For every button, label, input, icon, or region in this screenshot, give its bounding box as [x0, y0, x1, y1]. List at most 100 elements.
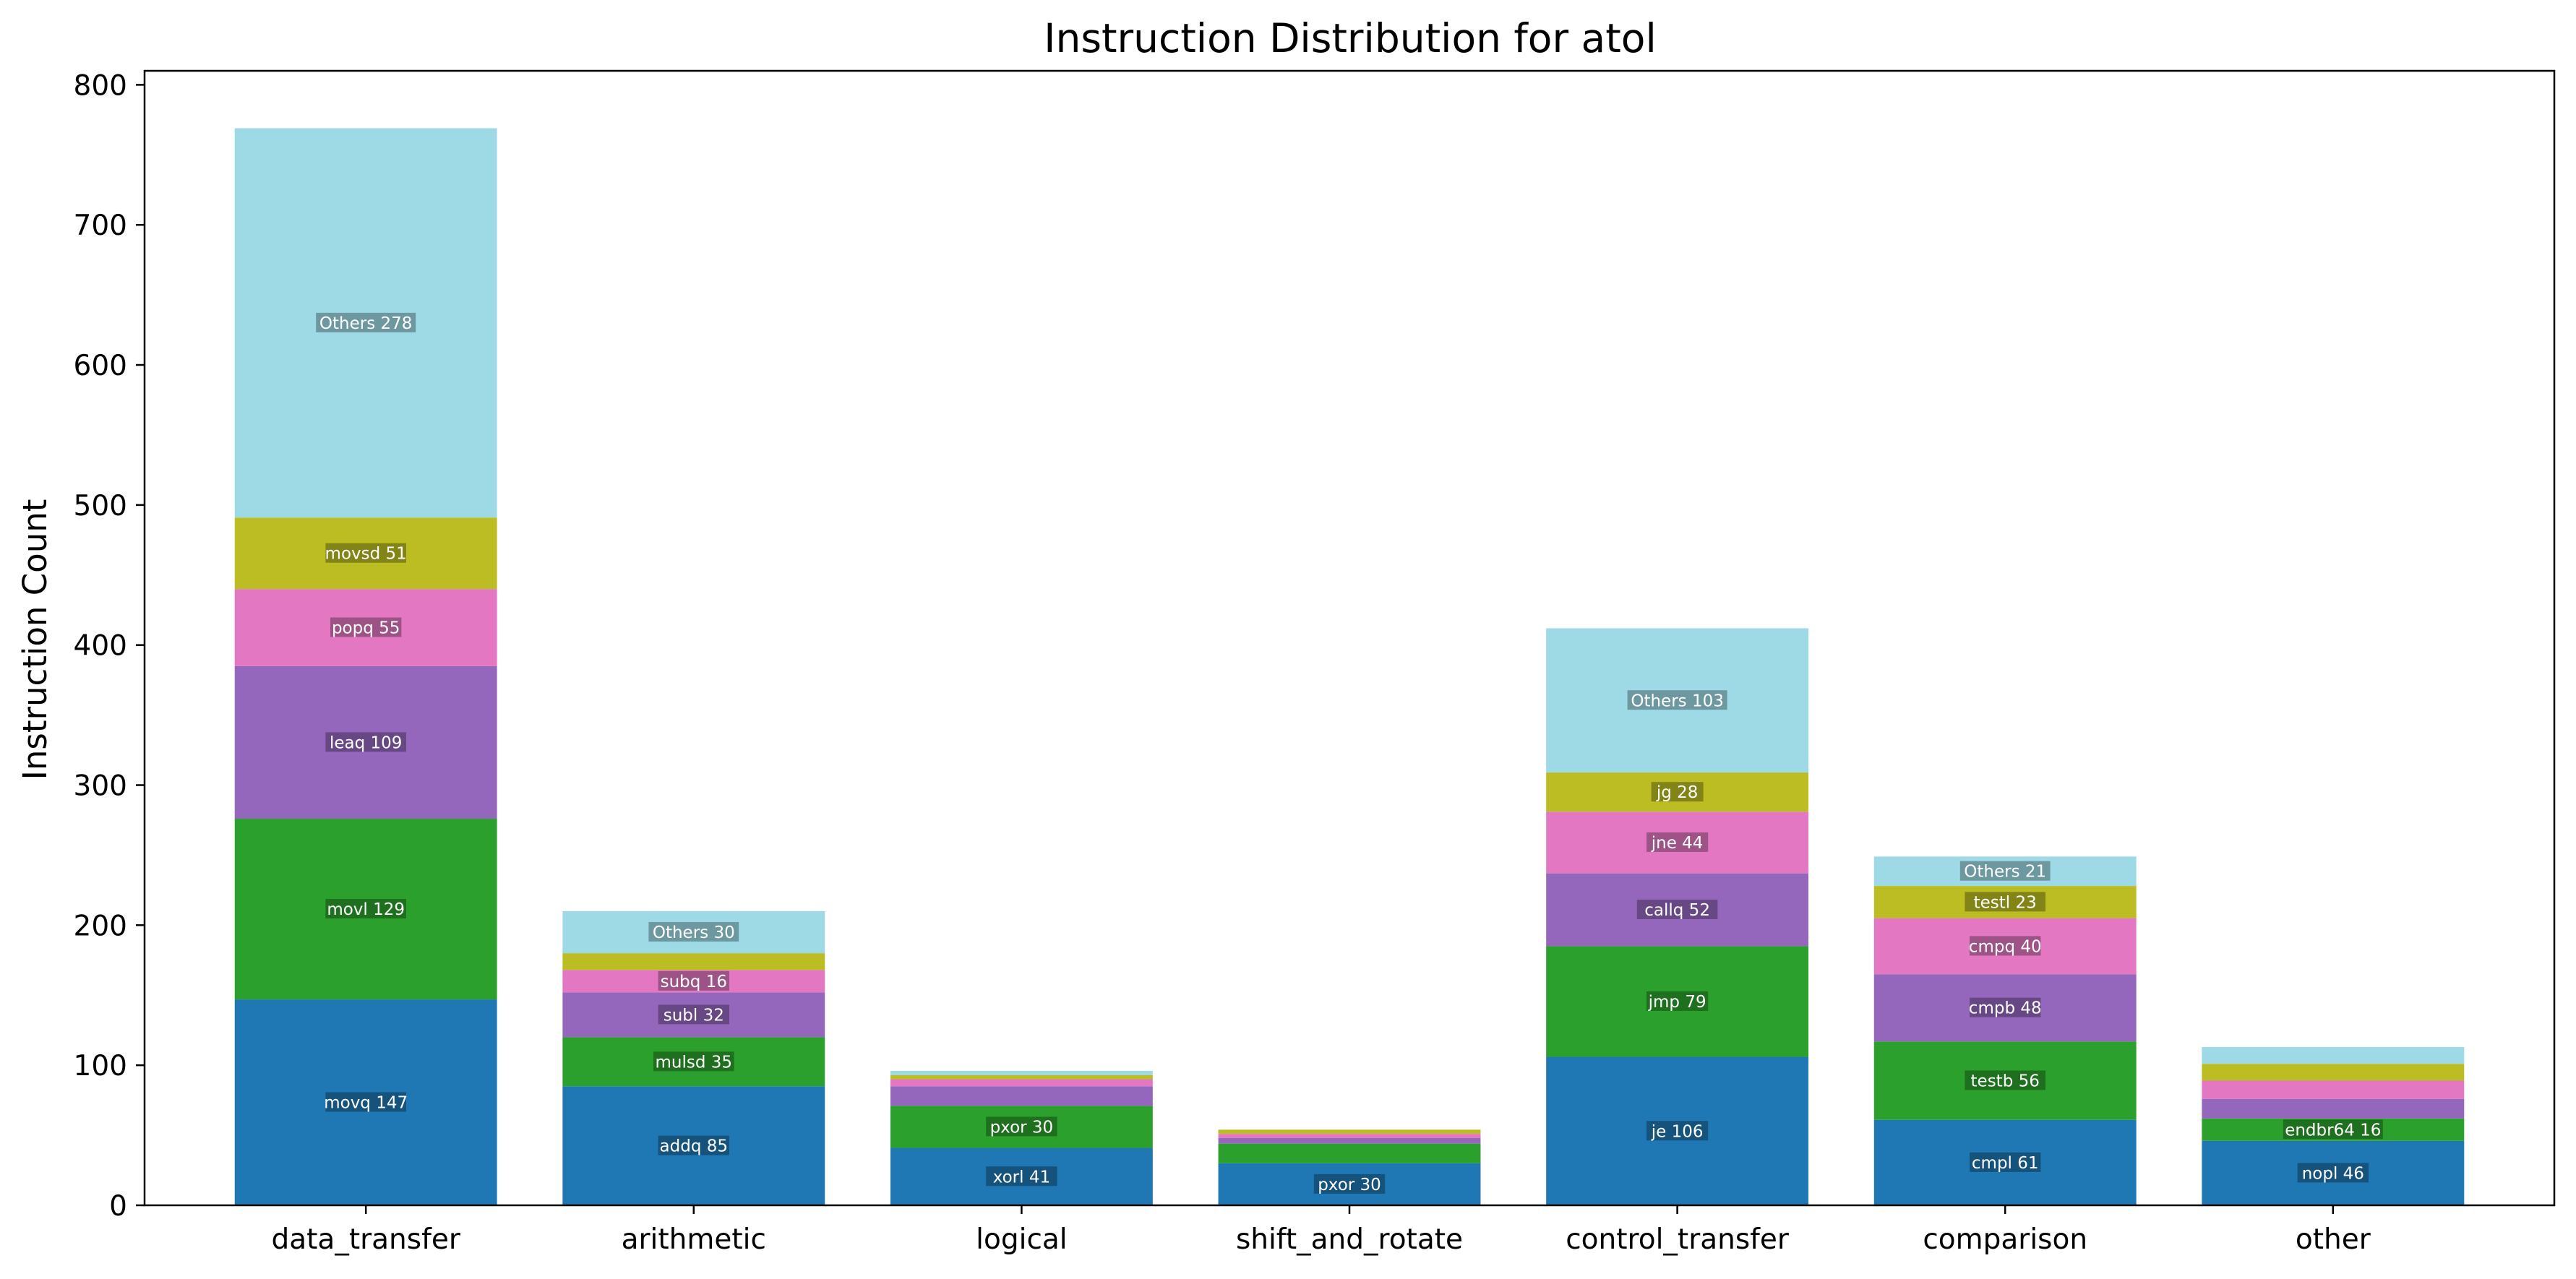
- bar-segment: [1546, 873, 1809, 947]
- segment-label: leaq 109: [330, 733, 402, 752]
- segment-label-background: [1970, 936, 2041, 956]
- segment-label-background: [653, 1051, 734, 1072]
- segment-label-background: [1647, 1121, 1709, 1141]
- segment-label: addq 85: [660, 1137, 728, 1156]
- segment-label: popq 55: [332, 619, 400, 637]
- segment-label-background: [325, 899, 406, 919]
- x-tick-label: data_transfer: [271, 1223, 460, 1256]
- bar-segment: [234, 999, 497, 1205]
- plot-frame: [143, 69, 2556, 1207]
- bar-segment: [890, 1086, 1153, 1106]
- y-tick-label: 400: [74, 630, 127, 663]
- segment-label-background: [1647, 991, 1709, 1011]
- segment-label-background: [330, 617, 402, 637]
- bar-segment: [1218, 1163, 1481, 1205]
- bar-segment: [1218, 1137, 1481, 1144]
- bar-segment: [2202, 1064, 2465, 1081]
- segment-label: testl 23: [1974, 893, 2037, 912]
- bar-segment: [562, 910, 825, 954]
- segment-label: nopl 46: [2302, 1164, 2364, 1183]
- segment-label-background: [658, 970, 729, 991]
- bar-segment: [1546, 628, 1809, 773]
- bar-segment: [890, 1147, 1153, 1205]
- bar-segment: [562, 992, 825, 1038]
- y-tick-label: 800: [74, 69, 127, 102]
- bar-segment: [2202, 1046, 2465, 1064]
- bar-segment: [234, 666, 497, 819]
- bar-segment: [1873, 1119, 2137, 1205]
- segment-label-background: [325, 1092, 406, 1112]
- y-tick-label: 0: [109, 1190, 127, 1223]
- segment-label: jg 28: [1656, 783, 1699, 802]
- bar-segment: [2202, 1098, 2465, 1119]
- bar-segment: [1546, 1056, 1809, 1205]
- segment-label: callq 52: [1644, 901, 1710, 920]
- y-axis-label: Instruction Count: [16, 499, 54, 780]
- segment-label-background: [325, 732, 406, 752]
- segment-label-background: [1965, 892, 2046, 912]
- bar-segment: [1873, 918, 2137, 975]
- segment-label-background: [648, 922, 739, 942]
- segment-label: mulsd 35: [656, 1053, 733, 1072]
- x-tick-label: control_transfer: [1566, 1223, 1790, 1256]
- segment-label: cmpl 61: [1972, 1154, 2039, 1173]
- segment-label: movl 129: [327, 900, 405, 919]
- chart-title: Instruction Distribution for atol: [1044, 15, 1657, 61]
- bar-segment: [234, 589, 497, 666]
- x-tick-label: other: [2296, 1223, 2371, 1256]
- bar-segment: [890, 1106, 1153, 1148]
- y-axis: 0 100 200 300 400 500 600 700 800: [74, 69, 145, 1223]
- bar-segment: [890, 1079, 1153, 1087]
- x-tick-label: logical: [976, 1223, 1067, 1256]
- segment-label: cmpq 40: [1969, 937, 2042, 956]
- bar-segment: [2202, 1080, 2465, 1099]
- bar-segment: [234, 819, 497, 1000]
- bar-segment: [1873, 886, 2137, 918]
- segment-label-background: [316, 312, 416, 332]
- segment-label: Others 103: [1631, 692, 1724, 710]
- x-tick-label: shift_and_rotate: [1236, 1223, 1463, 1256]
- segment-label-background: [986, 1166, 1057, 1187]
- bar-segment: [562, 953, 825, 970]
- x-tick-label: arithmetic: [622, 1223, 766, 1256]
- bar-segment: [1546, 946, 1809, 1057]
- segment-label: movsd 51: [325, 545, 407, 564]
- bar-segment: [1546, 811, 1809, 874]
- segment-label-background: [986, 1116, 1057, 1137]
- y-tick-label: 300: [74, 770, 127, 803]
- segment-label-background: [1651, 782, 1704, 802]
- bar-segment: [562, 1037, 825, 1087]
- bar-segment: [1218, 1143, 1481, 1163]
- bar-segment: [2202, 1118, 2465, 1141]
- y-tick-label: 200: [74, 910, 127, 942]
- bar-segment: [234, 128, 497, 518]
- segment-label: pxor 30: [990, 1118, 1054, 1137]
- bar-segment: [1218, 1129, 1481, 1134]
- segment-label: subq 16: [661, 973, 727, 991]
- segment-label: movq 147: [324, 1094, 408, 1113]
- segment-label: Others 21: [1964, 863, 2046, 882]
- x-tick-label: comparison: [1923, 1223, 2087, 1256]
- segment-label-background: [1647, 832, 1709, 852]
- segment-label-background: [2283, 1119, 2383, 1140]
- bar-segment: [890, 1075, 1153, 1080]
- y-tick-label: 600: [74, 350, 127, 382]
- segment-label-background: [1313, 1174, 1386, 1194]
- bar-segment: [1873, 856, 2137, 887]
- bar-segment: [890, 1070, 1153, 1075]
- y-tick-label: 100: [74, 1050, 127, 1082]
- segment-label-background: [2297, 1163, 2369, 1183]
- segment-label: endbr64 16: [2285, 1121, 2381, 1140]
- y-tick-label: 700: [74, 210, 127, 242]
- bar-segment: [562, 1086, 825, 1205]
- segment-label: je 106: [1651, 1122, 1704, 1141]
- segment-label-background: [1959, 861, 2051, 881]
- segment-label: testb 56: [1971, 1072, 2040, 1090]
- bar-segment: [2202, 1140, 2465, 1205]
- segment-label: cmpb 48: [1969, 999, 2042, 1018]
- plot-area: movq 147 movl 129 leaq 109 popq 55 movsd 51 O…: [143, 69, 2556, 1207]
- bar-segment: [562, 970, 825, 993]
- segment-label-background: [1627, 690, 1727, 710]
- segment-label-background: [1970, 1152, 2041, 1172]
